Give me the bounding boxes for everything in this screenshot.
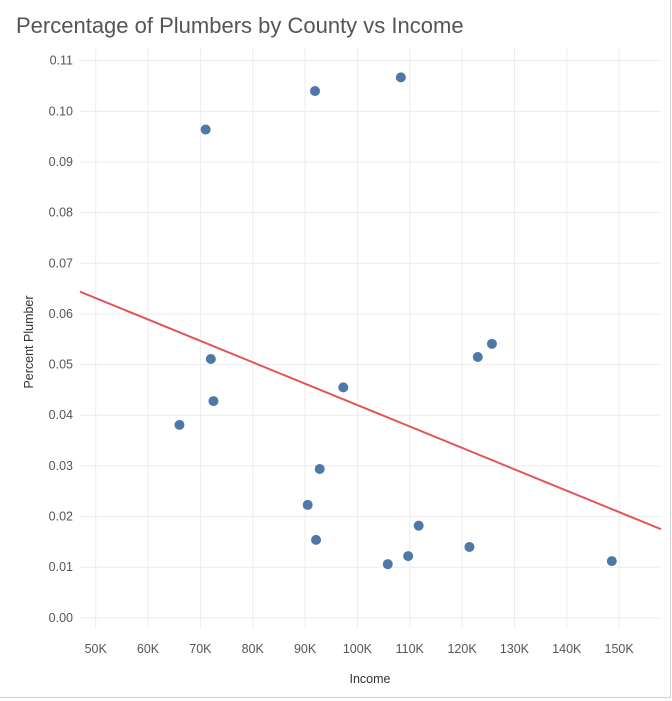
y-axis-title: Percent Plumber — [22, 295, 36, 388]
chart-title: Percentage of Plumbers by County vs Inco… — [16, 13, 464, 38]
data-point[interactable] — [310, 86, 321, 97]
y-tick-label: 0.10 — [49, 104, 73, 118]
y-tick-label: 0.09 — [49, 155, 73, 169]
data-point[interactable] — [464, 541, 475, 552]
x-tick-label: 110K — [396, 642, 425, 656]
data-points — [174, 72, 617, 570]
x-tick-label: 140K — [552, 642, 582, 656]
data-point[interactable] — [205, 354, 216, 365]
data-point[interactable] — [338, 382, 349, 393]
y-tick-label: 0.07 — [49, 256, 73, 270]
data-point[interactable] — [486, 338, 497, 349]
data-point[interactable] — [472, 351, 483, 362]
y-tick-label: 0.02 — [49, 510, 73, 524]
y-tick-label: 0.04 — [49, 408, 73, 422]
data-point[interactable] — [314, 463, 325, 474]
y-tick-label: 0.03 — [49, 459, 73, 473]
y-axis-ticks: 0.00 0.01 0.02 0.03 0.04 0.05 0.06 0.07 0.08 0.09… — [49, 54, 73, 625]
data-point[interactable] — [302, 499, 313, 510]
x-tick-label: 130K — [500, 642, 530, 656]
x-gridlines — [95, 48, 620, 628]
x-tick-label: 120K — [447, 642, 477, 656]
x-tick-label: 90K — [294, 642, 317, 656]
data-point[interactable] — [403, 551, 414, 562]
trend-line — [79, 290, 662, 531]
data-point[interactable] — [200, 124, 211, 135]
y-tick-label: 0.05 — [49, 358, 73, 372]
y-gridlines — [80, 60, 661, 619]
x-axis-ticks: 50K 60K 70K 80K 90K 100K 110K 120K 130K 140K 150K — [85, 642, 635, 656]
data-point[interactable] — [606, 556, 617, 567]
x-tick-label: 50K — [85, 642, 108, 656]
x-tick-label: 150K — [605, 642, 635, 656]
data-point[interactable] — [311, 534, 322, 545]
x-tick-label: 100K — [343, 642, 373, 656]
x-axis-title: Income — [350, 672, 391, 686]
data-point[interactable] — [208, 396, 219, 407]
x-tick-label: 70K — [189, 642, 212, 656]
y-tick-label: 0.01 — [49, 560, 73, 574]
y-tick-label: 0.06 — [49, 307, 73, 321]
data-point[interactable] — [174, 419, 185, 430]
y-tick-label: 0.00 — [49, 611, 73, 625]
y-tick-label: 0.11 — [50, 54, 73, 68]
data-point[interactable] — [395, 72, 406, 83]
data-point[interactable] — [413, 520, 424, 531]
y-tick-label: 0.08 — [49, 206, 73, 220]
data-point[interactable] — [382, 559, 393, 570]
x-tick-label: 60K — [137, 642, 160, 656]
x-tick-label: 80K — [242, 642, 265, 656]
